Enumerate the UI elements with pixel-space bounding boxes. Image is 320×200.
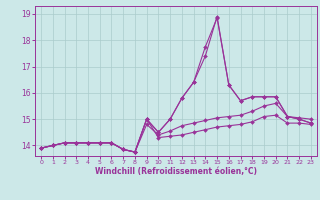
X-axis label: Windchill (Refroidissement éolien,°C): Windchill (Refroidissement éolien,°C)	[95, 167, 257, 176]
